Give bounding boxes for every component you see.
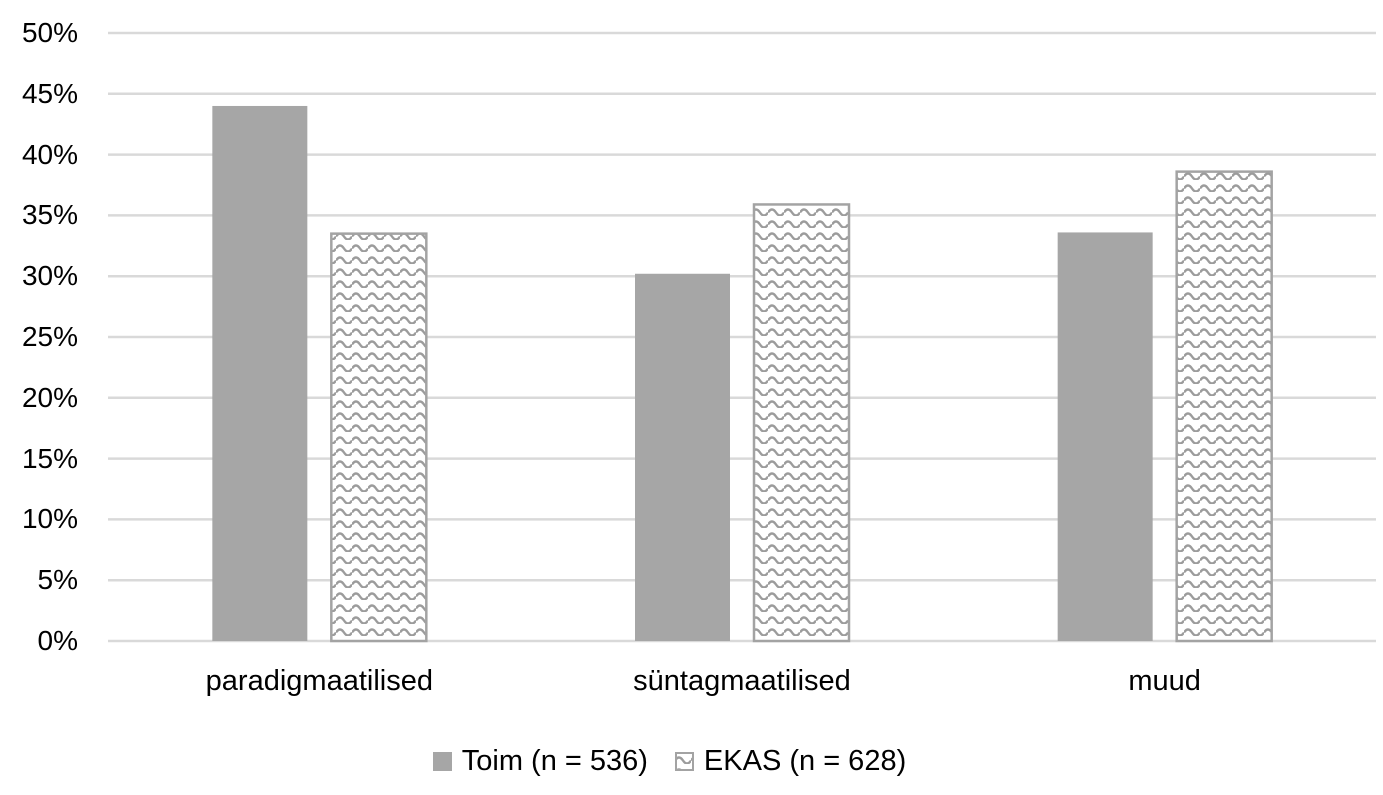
x-category-label-paradigmaatilised: paradigmaatilised <box>205 665 433 697</box>
y-tick-label-10: 10% <box>21 503 78 535</box>
legend-marker-toim-icon <box>432 751 452 771</box>
y-tick-label-5: 5% <box>37 564 78 596</box>
y-tick-label-15: 15% <box>21 442 78 474</box>
bar-toim-s-ntagmaatilised <box>635 273 730 641</box>
y-tick-label-40: 40% <box>21 138 78 170</box>
y-tick-label-50: 50% <box>21 17 78 48</box>
bar-toim-paradigmaatilised <box>212 105 308 641</box>
gridlines <box>108 31 1376 643</box>
bars-group <box>212 105 1273 643</box>
x-category-label-s-ntagmaatilised: süntagmaatilised <box>633 665 851 697</box>
bar-ekas-s-ntagmaatilised <box>752 203 851 643</box>
y-tick-label-45: 45% <box>21 77 78 109</box>
y-tick-label-30: 30% <box>21 260 78 292</box>
x-category-label-muud: muud <box>1128 665 1201 697</box>
legend-label-toim: Toim (n = 536) <box>461 745 648 777</box>
legend-marker-ekas-icon <box>674 751 694 771</box>
y-tick-label-0: 0% <box>37 625 78 656</box>
legend-item-toim: Toim (n = 536) <box>432 742 648 780</box>
bar-ekas-muud <box>1175 170 1273 643</box>
legend-label-ekas: EKAS (n = 628) <box>703 745 907 777</box>
bar-toim-muud <box>1057 232 1153 641</box>
legend: Toim (n = 536) EKAS (n = 628) <box>0 742 1383 780</box>
legend-item-ekas: EKAS (n = 628) <box>674 742 907 780</box>
y-tick-label-35: 35% <box>21 199 78 231</box>
y-tick-label-20: 20% <box>21 381 78 413</box>
bar-ekas-paradigmaatilised <box>330 232 428 643</box>
y-tick-label-25: 25% <box>21 321 78 352</box>
